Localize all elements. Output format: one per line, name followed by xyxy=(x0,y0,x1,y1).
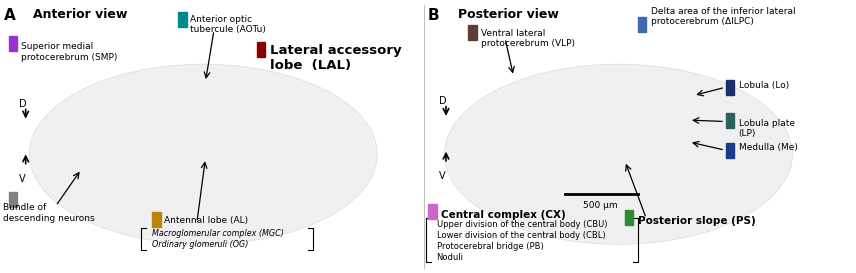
Text: Bundle of
descending neurons: Bundle of descending neurons xyxy=(3,203,94,223)
Bar xyxy=(638,17,646,32)
Text: Lobula plate
(LP): Lobula plate (LP) xyxy=(739,119,794,138)
Text: Lateral accessory
lobe  (LAL): Lateral accessory lobe (LAL) xyxy=(270,44,402,72)
Bar xyxy=(625,210,633,224)
Text: D: D xyxy=(19,99,27,109)
Text: Antennal lobe (AL): Antennal lobe (AL) xyxy=(164,216,248,225)
Bar xyxy=(428,204,437,219)
Text: 500 μm: 500 μm xyxy=(583,201,617,210)
Text: Protocerebral bridge (PB): Protocerebral bridge (PB) xyxy=(437,242,544,251)
Text: Anterior view: Anterior view xyxy=(33,8,127,21)
Text: Ordinary glomeruli (OG): Ordinary glomeruli (OG) xyxy=(152,240,248,249)
Bar xyxy=(726,80,734,95)
Text: Noduli: Noduli xyxy=(437,253,464,262)
Text: D: D xyxy=(439,96,447,106)
Bar xyxy=(152,212,161,227)
Text: V: V xyxy=(439,171,446,181)
Text: Anterior optic
tubercule (AOTu): Anterior optic tubercule (AOTu) xyxy=(190,15,266,34)
Bar xyxy=(726,143,734,158)
Text: Delta area of the inferior lateral
protocerebrum (ΔILPC): Delta area of the inferior lateral proto… xyxy=(651,7,795,26)
Text: Superior medial
protocerebrum (SMP): Superior medial protocerebrum (SMP) xyxy=(21,42,117,62)
Bar xyxy=(726,112,734,127)
Bar xyxy=(9,36,17,51)
Text: Medulla (Me): Medulla (Me) xyxy=(739,144,798,152)
Bar xyxy=(178,11,187,26)
Text: A: A xyxy=(4,8,16,23)
Ellipse shape xyxy=(444,64,793,244)
Text: Lobula (Lo): Lobula (Lo) xyxy=(739,81,789,90)
Text: Upper division of the central body (CBU): Upper division of the central body (CBU) xyxy=(437,220,607,229)
Text: Posterior view: Posterior view xyxy=(458,8,559,21)
Bar xyxy=(257,41,265,57)
Text: B: B xyxy=(428,8,440,23)
Text: Macroglomerular complex (MGC): Macroglomerular complex (MGC) xyxy=(152,229,283,238)
Bar xyxy=(468,25,477,40)
Ellipse shape xyxy=(29,64,377,244)
Text: Posterior slope (PS): Posterior slope (PS) xyxy=(638,216,756,226)
Text: Central complex (CX): Central complex (CX) xyxy=(441,210,566,220)
Bar xyxy=(9,192,17,207)
Text: Ventral lateral
protocerebrum (VLP): Ventral lateral protocerebrum (VLP) xyxy=(481,29,575,48)
Text: Lower division of the central body (CBL): Lower division of the central body (CBL) xyxy=(437,231,605,240)
Text: V: V xyxy=(19,174,26,184)
